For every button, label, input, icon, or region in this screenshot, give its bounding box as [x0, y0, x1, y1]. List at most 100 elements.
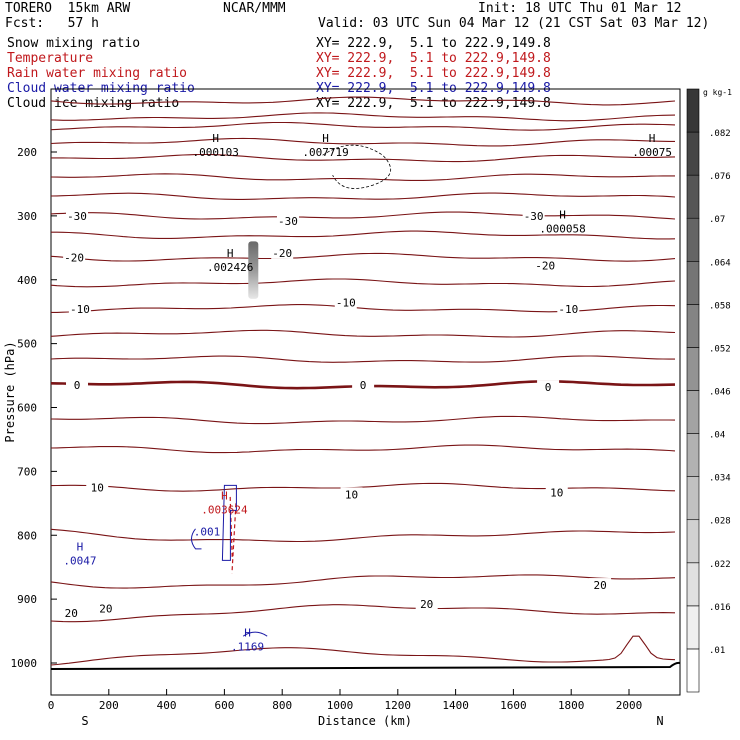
x-tick-label: 1800 [558, 699, 585, 712]
field-xy-snow: XY= 222.9, 5.1 to 222.9,149.8 [316, 36, 551, 51]
isotherm-label-bg [276, 213, 299, 227]
isotherm-210 [51, 153, 676, 163]
isotherm-525 [50, 355, 675, 363]
cloud-ice-contour [322, 144, 392, 189]
maximum-value: .007719 [302, 146, 348, 159]
snow-column [248, 241, 259, 299]
isotherm-label: -10 [558, 303, 578, 316]
colorbar-segment [686, 519, 700, 564]
isotherm-270 [50, 192, 676, 200]
field-name-cloud-ice: Cloud ice mixing ratio [7, 96, 180, 111]
maximum-marker: H [221, 490, 228, 503]
colorbar-segment [686, 390, 700, 434]
maximum-marker: H [649, 132, 656, 145]
maximum-marker: H [244, 626, 251, 639]
isotherm-label-bg [537, 380, 560, 394]
isotherm-185 [50, 137, 675, 147]
colorbar-segment [686, 476, 700, 521]
isotherm-365 [50, 252, 676, 262]
isotherm-label-bg [522, 208, 545, 222]
y-tick-label: 500 [17, 338, 37, 351]
isotherm-120 [50, 96, 676, 106]
isotherm-label-bg [334, 295, 357, 309]
colorbar-tick-label: .028 [709, 517, 731, 527]
y-tick-label: 900 [17, 593, 37, 606]
colorbar-segment [686, 260, 700, 305]
colorbar-segment [686, 217, 700, 262]
colorbar-tick-label: .082 [709, 129, 731, 139]
isotherm-label-bg [271, 245, 294, 259]
contour-labels: -30 -30 -30 -20 -20 -20 -10 -10 -10 0 0 0 10 10 10 20 20… [60, 132, 672, 653]
colorbar-segment [686, 88, 700, 133]
isotherm-label-bg [86, 480, 109, 494]
colorbar-segment [686, 174, 700, 219]
colorbar-tick-label: .04 [709, 431, 725, 441]
maximum-marker: H [227, 247, 234, 260]
isotherm-800 [50, 528, 676, 543]
isotherm-label: 0 [74, 379, 81, 392]
temperature-isotherms [50, 96, 681, 670]
maximum-value: .003624 [201, 504, 248, 517]
isotherm-870 [50, 574, 676, 589]
x-tick-label: 400 [157, 699, 177, 712]
y-tick-label: 200 [17, 146, 37, 159]
field-name-snow: Snow mixing ratio [7, 36, 141, 51]
colorbar: .01 .016 .022 .028 .034 .04 .046 .052 .058 .064 .0… [686, 88, 732, 693]
isotherm-label-bg [352, 378, 375, 392]
colorbar-unit: g kg-1 [703, 88, 732, 97]
isotherm-label: 10 [91, 481, 104, 494]
isotherm-label: -10 [336, 297, 356, 310]
isotherm-label-bg [94, 601, 117, 615]
y-tick-label: 400 [17, 274, 37, 287]
isotherm-label-bg [557, 302, 580, 316]
colorbar-tick-label: .01 [709, 646, 725, 656]
colorbar-tick-label: .034 [709, 474, 731, 484]
colorbar-tick-label: .064 [709, 258, 731, 268]
isotherm-300 [50, 211, 676, 220]
model-title: TORERO 15km ARW [5, 1, 131, 16]
y-tick-label: 1000 [11, 657, 38, 670]
x-tick-label: 1600 [500, 699, 527, 712]
isotherm-label-bg [66, 208, 89, 222]
maximum-marker: H [212, 132, 219, 145]
x-tick-label: 1200 [385, 699, 412, 712]
isotherm-330 [51, 230, 676, 240]
y-axis-label: Pressure (hPa) [3, 341, 17, 442]
maximum-value: .1169 [231, 640, 264, 653]
isotherm-label-bg [534, 258, 557, 272]
colorbar-tick-label: .046 [709, 388, 731, 398]
colorbar-tick-label: .016 [709, 603, 731, 613]
maximum-marker: H [322, 132, 329, 145]
colorbar-segment [686, 304, 700, 348]
x-tick-label: 1400 [442, 699, 469, 712]
plot-frame [50, 88, 681, 696]
y-tick-label: 700 [17, 465, 37, 478]
field-xy-temperature: XY= 222.9, 5.1 to 222.9,149.8 [316, 51, 551, 66]
isotherm-445 [51, 304, 676, 313]
isotherm-145 [50, 112, 676, 122]
colorbar-segment [686, 562, 700, 607]
isotherm-label-bg [545, 485, 568, 499]
isotherm-620 [50, 415, 676, 425]
field-name-rain: Rain water mixing ratio [7, 66, 188, 81]
colorbar-tick-label: .076 [709, 172, 731, 182]
isotherm-725 [50, 482, 676, 492]
y-tick-label: 600 [17, 402, 37, 415]
y-tick-label: 800 [17, 529, 37, 542]
colorbar-segment [686, 648, 700, 693]
isotherm-label: -30 [278, 215, 298, 228]
isotherm-665 [50, 444, 676, 454]
maximum-value: .000103 [193, 146, 239, 159]
isotherm-405 [50, 278, 676, 288]
mixing-ratio-features [191, 144, 392, 637]
cloud-water-contour [242, 631, 268, 637]
ground-line [50, 661, 681, 670]
isotherm-label: 20 [420, 598, 433, 611]
maximum-value: .0047 [63, 555, 96, 568]
isotherm-label-bg [415, 597, 438, 611]
north-label: N [656, 714, 663, 728]
x-tick-label: 1000 [327, 699, 354, 712]
isotherm-label: -20 [535, 260, 555, 273]
x-tick-label: 600 [214, 699, 234, 712]
